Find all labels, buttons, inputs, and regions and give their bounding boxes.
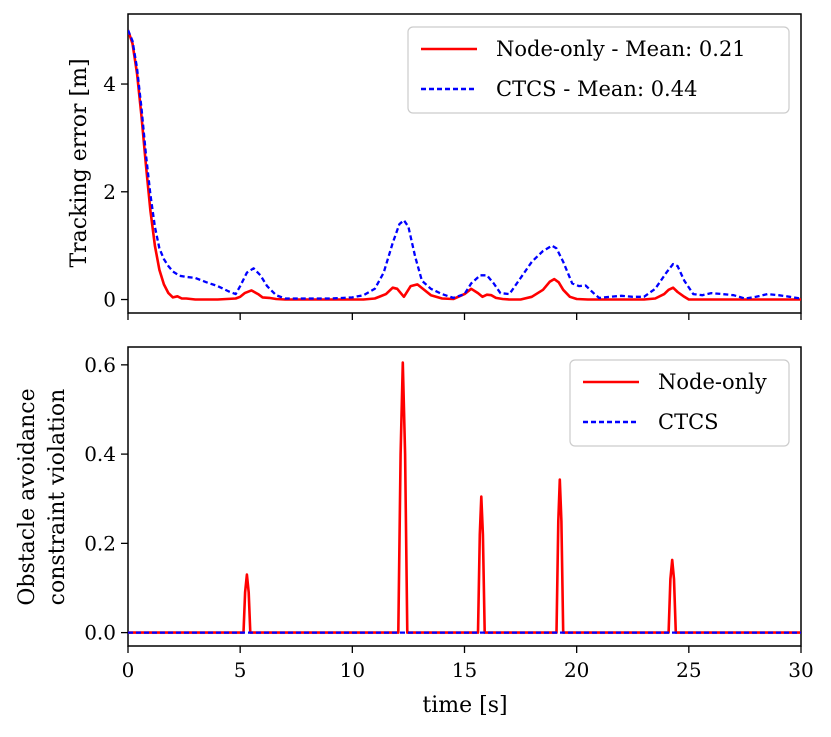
legend-label-node-only: Node-only — [658, 370, 767, 394]
constraint-violation-legend: Node-only CTCS — [570, 360, 789, 446]
constraint-violation-ytick-label: 0.6 — [84, 353, 116, 377]
constraint-violation-ytick-label: 0.4 — [84, 442, 116, 466]
constraint-violation-panel: 0 5 10 15 20 25 30 0.0 0.2 0.4 0.6 Obstacle avoida… — [15, 347, 814, 718]
constraint-violation-xtick-label: 10 — [340, 658, 365, 682]
tracking-error-panel: 0 2 4 Tracking error [m] Node-only - Mean:… — [67, 14, 801, 320]
legend-label-node-only-mean: Node-only - Mean: 0.21 — [496, 37, 746, 61]
constraint-violation-xtick-label: 30 — [788, 658, 813, 682]
legend-label-ctcs: CTCS — [658, 410, 719, 434]
tracking-error-ylabel: Tracking error [m] — [67, 58, 92, 267]
chart-figure: 0 2 4 Tracking error [m] Node-only - Mean:… — [0, 0, 831, 737]
tracking-error-legend: Node-only - Mean: 0.21 CTCS - Mean: 0.44 — [408, 27, 789, 113]
constraint-violation-xtick-label: 15 — [452, 658, 477, 682]
tracking-error-ytick-label: 2 — [103, 180, 116, 204]
tracking-error-ytick-label: 0 — [103, 288, 116, 312]
legend-label-ctcs-mean: CTCS - Mean: 0.44 — [496, 77, 697, 101]
tracking-error-ytick-label: 4 — [103, 72, 116, 96]
time-xlabel: time [s] — [422, 693, 507, 718]
constraint-violation-ylabel-line2: constraint violation — [45, 389, 70, 606]
constraint-violation-ytick-label: 0.0 — [84, 621, 116, 645]
constraint-violation-xtick-label: 0 — [122, 658, 135, 682]
constraint-violation-xtick-label: 25 — [676, 658, 701, 682]
constraint-violation-xtick-label: 5 — [234, 658, 247, 682]
constraint-violation-xtick-label: 20 — [564, 658, 589, 682]
constraint-violation-ylabel-line1: Obstacle avoidance — [15, 388, 40, 605]
constraint-violation-ytick-label: 0.2 — [84, 531, 116, 555]
